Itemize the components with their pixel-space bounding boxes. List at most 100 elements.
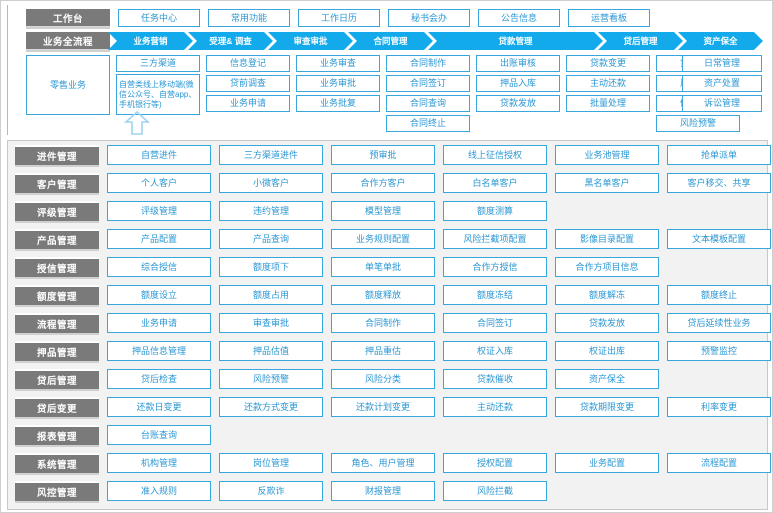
module-item[interactable]: 风险分类 (331, 369, 435, 389)
module-item[interactable]: 主动还款 (443, 397, 547, 417)
workbench-item-common-functions[interactable]: 常用功能 (208, 9, 290, 27)
module-item[interactable]: 综合授信 (107, 257, 211, 277)
module-item[interactable]: 利率变更 (667, 397, 771, 417)
disburse-collateral-in[interactable]: 押品入库 (476, 75, 560, 92)
disburse-audit[interactable]: 出账审核 (476, 55, 560, 72)
module-item[interactable]: 影像目录配置 (555, 229, 659, 249)
loan-active-repayment[interactable]: 主动还款 (566, 75, 650, 92)
module-item[interactable]: 单笔单批 (331, 257, 435, 277)
module-item[interactable]: 额度终止 (667, 285, 771, 305)
module-item[interactable]: 客户移交、共享 (667, 173, 771, 193)
workbench-item-operation-board[interactable]: 运营看板 (568, 9, 650, 27)
module-item[interactable]: 额度占用 (219, 285, 323, 305)
module-item[interactable]: 还款日变更 (107, 397, 211, 417)
module-item[interactable]: 岗位管理 (219, 453, 323, 473)
module-item[interactable]: 押品信息管理 (107, 341, 211, 361)
module-item[interactable]: 授权配置 (443, 453, 547, 473)
module-item[interactable]: 合同制作 (331, 313, 435, 333)
module-item[interactable]: 评级管理 (107, 201, 211, 221)
module-item[interactable]: 贷款发放 (555, 313, 659, 333)
asset-daily-management[interactable]: 日常管理 (682, 55, 762, 72)
module-item[interactable]: 合作方客户 (331, 173, 435, 193)
module-item[interactable]: 押品估值 (219, 341, 323, 361)
module-item[interactable]: 三方渠道进件 (219, 145, 323, 165)
module-item[interactable]: 台账查询 (107, 425, 211, 445)
contract-query[interactable]: 合同查询 (386, 95, 470, 112)
module-item[interactable]: 额度释放 (331, 285, 435, 305)
module-item[interactable]: 合作方项目信息 (555, 257, 659, 277)
module-item[interactable]: 贷款催收 (443, 369, 547, 389)
asset-litigation-management[interactable]: 诉讼管理 (682, 95, 762, 112)
module-item[interactable]: 业务规则配置 (331, 229, 435, 249)
module-item[interactable]: 准入规则 (107, 481, 211, 501)
module-item[interactable]: 额度设立 (107, 285, 211, 305)
module-item[interactable]: 风险拦截 (443, 481, 547, 501)
module-item[interactable]: 押品重估 (331, 341, 435, 361)
module-item[interactable]: 业务申请 (107, 313, 211, 333)
contract-signing[interactable]: 合同签订 (386, 75, 470, 92)
stage-marketing[interactable]: 业务营销 (108, 32, 193, 50)
contract-termination[interactable]: 合同终止 (386, 115, 470, 132)
module-item[interactable]: 违约管理 (219, 201, 323, 221)
stage-loan-management[interactable]: 贷款管理 (428, 32, 603, 50)
module-item[interactable]: 额度测算 (443, 201, 547, 221)
postloan-risk-warning[interactable]: 风险预警 (656, 115, 740, 132)
module-item[interactable]: 白名单客户 (443, 173, 547, 193)
module-item[interactable]: 贷后检查 (107, 369, 211, 389)
module-item[interactable]: 预警监控 (667, 341, 771, 361)
contract-creation[interactable]: 合同制作 (386, 55, 470, 72)
module-item[interactable]: 合同签订 (443, 313, 547, 333)
asset-disposal[interactable]: 资产处置 (682, 75, 762, 92)
module-item[interactable]: 业务配置 (555, 453, 659, 473)
accept-business-application[interactable]: 业务申请 (206, 95, 290, 112)
stage-contract-management[interactable]: 合同管理 (348, 32, 433, 50)
module-item[interactable]: 角色、用户管理 (331, 453, 435, 473)
module-item[interactable]: 权证入库 (443, 341, 547, 361)
module-item[interactable]: 合作方授信 (443, 257, 547, 277)
module-item[interactable]: 自营进件 (107, 145, 211, 165)
workbench-item-announcement[interactable]: 公告信息 (478, 9, 560, 27)
module-item[interactable]: 小微客户 (219, 173, 323, 193)
module-item[interactable]: 额度项下 (219, 257, 323, 277)
loan-batch-processing[interactable]: 批量处理 (566, 95, 650, 112)
accept-info-registration[interactable]: 信息登记 (206, 55, 290, 72)
module-item[interactable]: 线上征信授权 (443, 145, 547, 165)
stage-asset-preservation[interactable]: 资产保全 (678, 32, 763, 50)
accept-pre-loan-survey[interactable]: 贷前调查 (206, 75, 290, 92)
module-item[interactable]: 风险拦截项配置 (443, 229, 547, 249)
module-item[interactable]: 业务池管理 (555, 145, 659, 165)
module-item[interactable]: 贷款期限变更 (555, 397, 659, 417)
module-item[interactable]: 黑名单客户 (555, 173, 659, 193)
module-item[interactable]: 产品查询 (219, 229, 323, 249)
module-item[interactable]: 模型管理 (331, 201, 435, 221)
module-item[interactable]: 还款计划变更 (331, 397, 435, 417)
module-item[interactable]: 流程配置 (667, 453, 771, 473)
workbench-item-task-center[interactable]: 任务中心 (118, 9, 200, 27)
module-item[interactable]: 权证出库 (555, 341, 659, 361)
stage-review-approval[interactable]: 审查审批 (268, 32, 353, 50)
channel-self-operated-mobile[interactable]: 自营类线上移动端(微信公众号、自营app、手机银行等) (116, 74, 200, 115)
module-item[interactable]: 额度解冻 (555, 285, 659, 305)
module-item[interactable]: 还款方式变更 (219, 397, 323, 417)
module-item[interactable]: 额度冻结 (443, 285, 547, 305)
module-item[interactable]: 预审批 (331, 145, 435, 165)
workbench-item-calendar[interactable]: 工作日历 (298, 9, 380, 27)
loan-change[interactable]: 贷款变更 (566, 55, 650, 72)
review-business-review[interactable]: 业务审查 (296, 55, 380, 72)
module-item[interactable]: 反欺诈 (219, 481, 323, 501)
module-item[interactable]: 抢单派单 (667, 145, 771, 165)
module-item[interactable]: 产品配置 (107, 229, 211, 249)
stage-acceptance-survey[interactable]: 受理& 调查 (188, 32, 273, 50)
module-item[interactable]: 财报管理 (331, 481, 435, 501)
review-business-reply[interactable]: 业务批复 (296, 95, 380, 112)
module-item[interactable]: 资产保全 (555, 369, 659, 389)
module-item[interactable]: 个人客户 (107, 173, 211, 193)
review-business-approval[interactable]: 业务审批 (296, 75, 380, 92)
module-item[interactable]: 审查审批 (219, 313, 323, 333)
module-item[interactable]: 风险预警 (219, 369, 323, 389)
disburse-loan-release[interactable]: 贷款发放 (476, 95, 560, 112)
module-item[interactable]: 贷后延续性业务 (667, 313, 771, 333)
workbench-item-secretary[interactable]: 秘书会办 (388, 9, 470, 27)
module-item[interactable]: 文本模板配置 (667, 229, 771, 249)
channel-third-party[interactable]: 三方渠道 (116, 55, 200, 72)
